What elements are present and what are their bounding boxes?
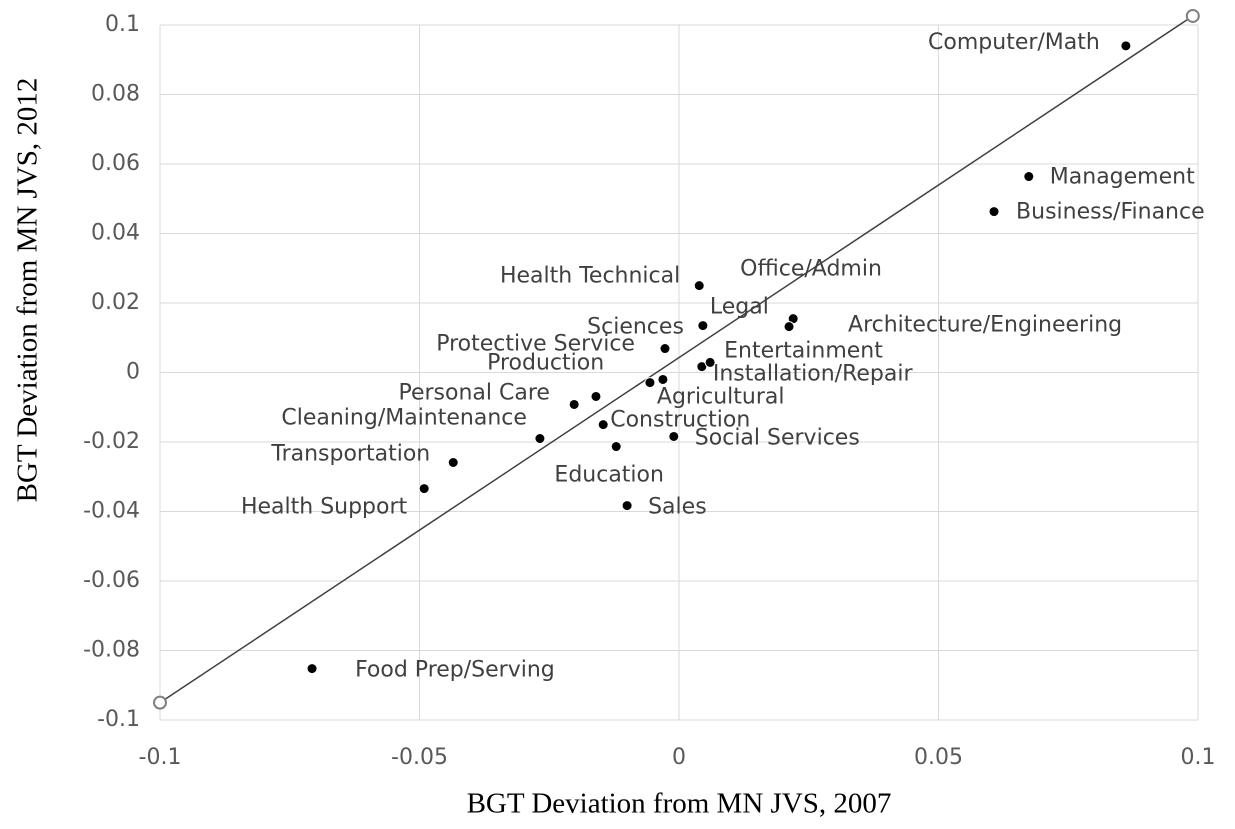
- point-label: Office/Admin: [740, 257, 882, 282]
- point-label: Health Technical: [500, 264, 680, 289]
- reference-end: [153, 695, 167, 710]
- point-label: Sciences: [587, 314, 684, 339]
- y-tick-label: -0.08: [83, 638, 140, 663]
- point: [697, 320, 709, 332]
- point: [610, 441, 622, 453]
- y-tick-label: -0.04: [83, 499, 140, 524]
- point-label: Social Services: [695, 425, 860, 450]
- point-label: Cleaning/Maintenance: [281, 406, 527, 431]
- point: [988, 206, 1000, 218]
- point: [1023, 171, 1035, 183]
- y-tick-label: 0: [126, 360, 140, 385]
- point: [1120, 40, 1132, 52]
- x-tick-label: 0.1: [1181, 745, 1216, 770]
- point: [644, 377, 656, 389]
- point-label: Management: [1050, 165, 1195, 190]
- point-label: Personal Care: [398, 380, 549, 405]
- point-label: Health Support: [241, 495, 408, 520]
- x-axis-label: BGT Deviation from MN JVS, 2007: [467, 788, 892, 820]
- point-label: Construction: [610, 408, 750, 433]
- point: [657, 373, 669, 385]
- point: [590, 390, 602, 402]
- point-label: Legal: [710, 295, 769, 320]
- y-tick-label: 0.04: [91, 221, 140, 246]
- point-label: Transportation: [270, 442, 430, 467]
- point-label: Protective Service: [436, 332, 635, 357]
- point: [447, 457, 459, 469]
- point: [668, 430, 680, 442]
- point-label: Agricultural: [657, 385, 785, 410]
- y-tick-label: -0.02: [83, 429, 140, 454]
- x-tick-label: -0.1: [139, 745, 182, 770]
- point: [693, 280, 705, 292]
- y-axis-label: BGT Deviation from MN JVS, 2012: [12, 78, 44, 503]
- point-label: Business/Finance: [1016, 200, 1205, 225]
- point: [418, 483, 430, 495]
- point-label: Education: [554, 463, 664, 488]
- y-tick-label: 0.06: [91, 151, 140, 176]
- y-tick-label: -0.06: [83, 568, 140, 593]
- point-label: Installation/Repair: [713, 362, 914, 387]
- point: [306, 663, 318, 675]
- y-tick-label: -0.1: [97, 707, 140, 732]
- point-label: Sales: [648, 495, 707, 520]
- point: [597, 419, 609, 431]
- y-tick-label: 0.1: [105, 12, 140, 37]
- point-label: Food Prep/Serving: [355, 658, 555, 683]
- point-label: Computer/Math: [928, 30, 1100, 55]
- x-tick-label: 0.05: [914, 745, 963, 770]
- point-label: Production: [487, 350, 604, 375]
- x-tick-label: 0: [672, 745, 686, 770]
- point: [783, 321, 795, 333]
- reference-end: [1185, 8, 1200, 23]
- point: [704, 356, 716, 368]
- y-tick-label: 0.08: [91, 82, 140, 107]
- point: [621, 500, 633, 512]
- point: [534, 433, 546, 445]
- point-label: Architecture/Engineering: [848, 313, 1122, 338]
- point: [659, 343, 671, 355]
- x-tick-label: -0.05: [391, 745, 448, 770]
- reference-line: [159, 15, 1194, 704]
- point: [568, 398, 580, 410]
- point-label: Entertainment: [724, 338, 883, 363]
- y-tick-label: 0.02: [91, 290, 140, 315]
